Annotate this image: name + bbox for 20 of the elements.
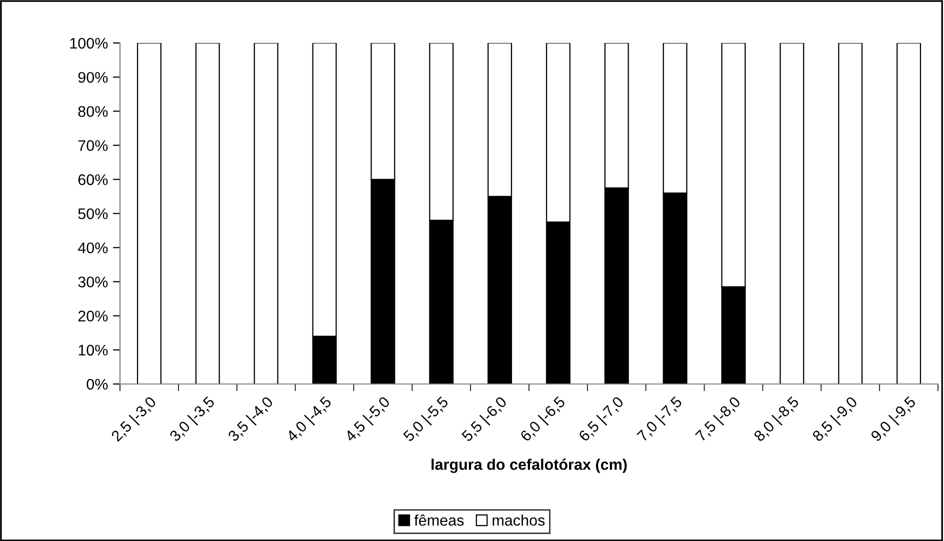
bar <box>254 43 278 384</box>
bar <box>780 43 804 384</box>
bar <box>896 43 922 384</box>
y-tick-label: 90% <box>78 72 108 83</box>
y-tick-label: 0% <box>86 378 108 390</box>
x-axis-title: largura do cefalotórax (cm) <box>432 458 627 473</box>
y-tick-label: 80% <box>78 106 108 117</box>
y-tick-label: 10% <box>78 344 108 356</box>
bar <box>838 43 863 384</box>
y-tick-label: 70% <box>78 140 108 151</box>
y-tick-label: 30% <box>78 276 108 288</box>
y-tick-label: 40% <box>78 242 108 254</box>
y-tick-label: 60% <box>78 174 108 186</box>
legend-label: fêmeas <box>414 514 464 526</box>
y-tick-label: 20% <box>78 310 108 322</box>
bar <box>136 43 162 384</box>
y-tick-label: 50% <box>78 208 108 220</box>
bar <box>195 43 220 384</box>
y-tick-label: 100% <box>70 38 108 49</box>
legend-label: machos <box>492 514 545 526</box>
